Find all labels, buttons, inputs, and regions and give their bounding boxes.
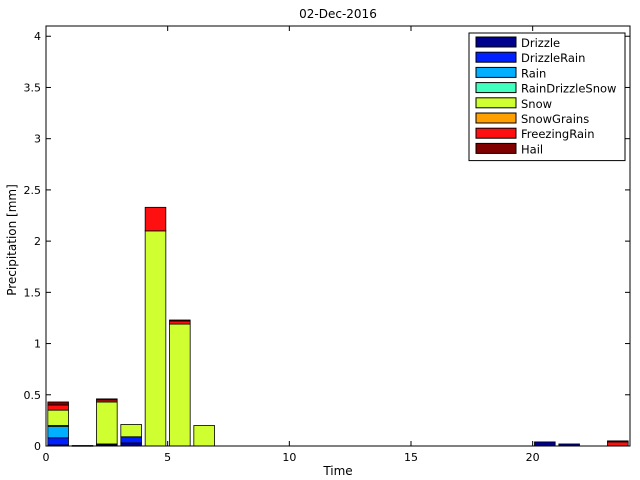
- bar-segment-hail: [169, 319, 191, 322]
- legend-label: Rain: [521, 66, 546, 80]
- x-tick-label: 0: [43, 451, 50, 464]
- legend-swatch: [475, 127, 517, 139]
- legend-label: RainDrizzleSnow: [521, 82, 616, 96]
- legend-swatch: [475, 82, 517, 94]
- x-axis-title: Time: [322, 464, 352, 478]
- bar-segment-drizzle: [534, 441, 556, 447]
- legend-swatch: [475, 142, 517, 154]
- y-tick-label: 1.5: [24, 286, 42, 299]
- legend: DrizzleDrizzleRainRainRainDrizzleSnowSno…: [468, 32, 626, 162]
- chart-title: 02-Dec-2016: [299, 7, 377, 21]
- bar-segment-hail: [607, 440, 629, 443]
- legend-label: SnowGrains: [521, 112, 589, 126]
- x-tick-label: 15: [404, 451, 418, 464]
- bar-segment-snow: [169, 323, 191, 447]
- y-tick-label: 2: [34, 235, 41, 248]
- bar-segment-snow: [96, 401, 118, 445]
- bar-layer: [47, 206, 629, 447]
- legend-swatch: [475, 51, 517, 63]
- bar-segment-freezingrain: [607, 441, 629, 447]
- legend-swatch: [475, 36, 517, 48]
- legend-swatch: [475, 97, 517, 109]
- y-tick-label: 0.5: [24, 389, 42, 402]
- y-tick-label: 0: [34, 440, 41, 453]
- x-tick-label: 20: [526, 451, 540, 464]
- x-tick-label: 5: [164, 451, 171, 464]
- legend-label: Hail: [521, 142, 543, 156]
- bar-segment-snow: [120, 424, 142, 438]
- plot-frame: [45, 25, 631, 447]
- bar-segment-snow: [47, 409, 69, 426]
- legend-swatch: [475, 112, 517, 124]
- bar-segment-drizzlerain: [47, 437, 69, 446]
- bar-segment-freezingrain: [47, 404, 69, 411]
- bar-segment-snow: [193, 425, 215, 447]
- bar-segment-drizzlerain: [120, 436, 142, 444]
- bar-segment-freezingrain: [144, 206, 167, 232]
- bar-segment-hail: [47, 401, 69, 406]
- y-tick-label: 2.5: [24, 184, 42, 197]
- legend-swatch: [475, 66, 517, 78]
- y-tick-label: 3.5: [24, 81, 42, 94]
- bar-segment-snow: [144, 230, 167, 447]
- bar-segment-rain: [47, 426, 69, 439]
- legend-label: Drizzle: [521, 36, 560, 50]
- legend-label: Snow: [521, 97, 552, 111]
- y-tick-label: 4: [34, 30, 41, 43]
- y-axis-title: Precipitation [mm]: [5, 184, 19, 296]
- bar-segment-hail: [96, 398, 118, 401]
- legend-label: FreezingRain: [521, 127, 595, 141]
- y-tick-label: 1: [34, 338, 41, 351]
- axes-layer: 0 5 10 15 20 0 0.5 1 1.5 2 2.5 3 3.5 4: [24, 26, 630, 464]
- y-tick-label: 3: [34, 133, 41, 146]
- legend-label: DrizzleRain: [521, 51, 585, 65]
- x-tick-label: 10: [282, 451, 296, 464]
- bar-segment-freezingrain: [169, 320, 191, 325]
